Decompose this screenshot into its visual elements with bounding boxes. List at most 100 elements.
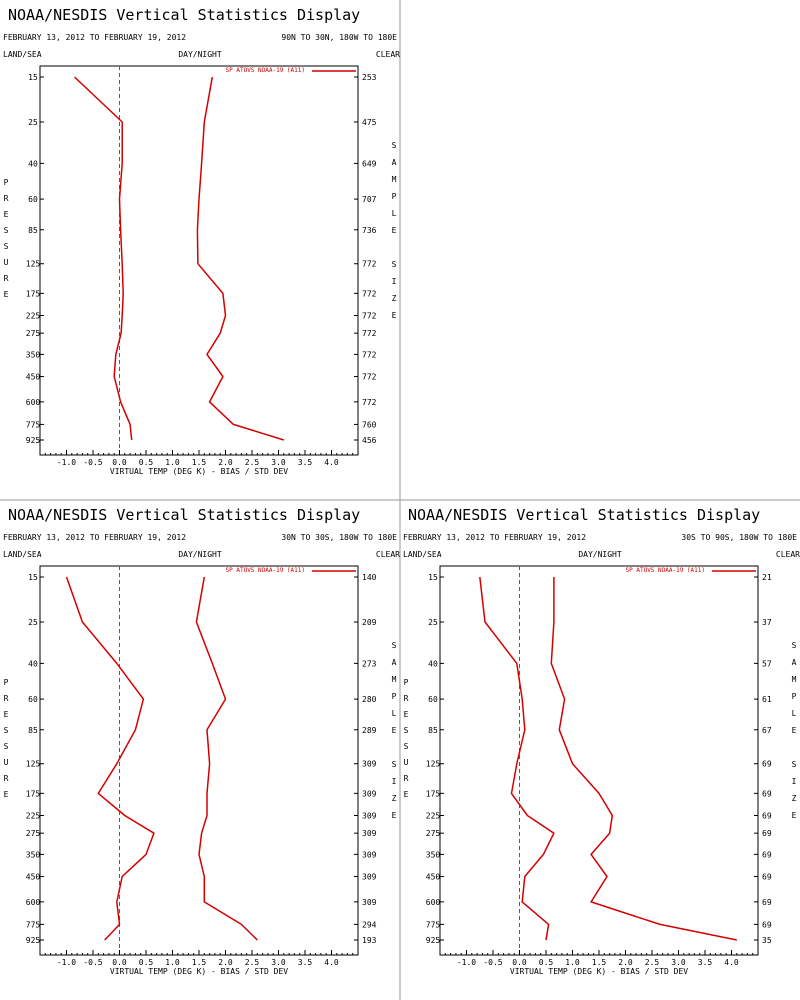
pressure-level-label: 450 [426, 873, 441, 882]
pressure-level-label: 15 [28, 73, 38, 82]
x-tick-label: -1.0 [457, 958, 476, 967]
x-tick-label: -0.5 [83, 458, 102, 467]
sample-size-label: 69 [762, 829, 772, 838]
x-tick-label: 0.5 [139, 958, 154, 967]
sample-size-label: 309 [362, 873, 377, 882]
pressure-level-label: 225 [26, 311, 41, 320]
y-axis-label-letter: R [404, 774, 409, 783]
sample-size-label: 69 [762, 789, 772, 798]
clear-label: CLEAR [376, 550, 400, 559]
pressure-level-label: 15 [28, 573, 38, 582]
y2-axis-label-letter: L [792, 709, 797, 718]
y2-axis-label-letter: S [392, 260, 397, 269]
sample-size-label: 57 [762, 659, 772, 668]
plot-frame [39, 565, 359, 956]
pressure-level-label: 175 [426, 789, 441, 798]
pressure-level-label: 40 [28, 159, 38, 168]
sample-size-label: 69 [762, 850, 772, 859]
sample-size-label: 772 [362, 311, 377, 320]
chart-panel-3: NOAA/NESDIS Vertical Statistics Display F… [403, 506, 800, 976]
date-range: FEBRUARY 13, 2012 TO FEBRUARY 19, 2012 [403, 533, 586, 542]
region-label: 30N TO 30S, 180W TO 180E [281, 533, 397, 542]
series-line-std-dev [195, 576, 258, 941]
pressure-level-label: 450 [26, 873, 41, 882]
y2-axis-label-letter: I [392, 777, 397, 786]
pressure-level-label: 175 [26, 789, 41, 798]
x-tick-label: 3.5 [298, 458, 313, 467]
sample-size-label: 69 [762, 898, 772, 907]
pressure-level-label: 60 [28, 695, 38, 704]
x-tick-label: 1.5 [192, 958, 207, 967]
x-tick-label: 3.5 [298, 958, 313, 967]
legend-label: SP ATOVS NOAA-19 (A11) [626, 567, 705, 574]
sample-size-label: 736 [362, 226, 377, 235]
sample-size-label: 309 [362, 898, 377, 907]
x-tick-label: 2.5 [245, 958, 260, 967]
chart-panel-1: NOAA/NESDIS Vertical Statistics Display F… [3, 6, 400, 476]
pressure-level-label: 175 [26, 289, 41, 298]
series-line-std-dev [550, 577, 737, 941]
y2-axis-label-letter: S [792, 641, 797, 650]
x-tick-label: 0.5 [539, 958, 554, 967]
y-axis-label-letter: U [4, 258, 9, 267]
pressure-level-label: 775 [26, 420, 41, 429]
pressure-level-label: 350 [426, 850, 441, 859]
x-tick-label: 1.0 [165, 958, 180, 967]
y-axis-label-letter: S [404, 742, 409, 751]
pressure-level-label: 275 [426, 829, 441, 838]
y-axis-label-letter: E [404, 710, 409, 719]
y-axis-label-letter: P [4, 178, 9, 187]
pressure-level-label: 925 [426, 936, 441, 945]
sample-size-label: 69 [762, 811, 772, 820]
series-line-std-dev [196, 76, 285, 441]
sample-size-label: 37 [762, 618, 772, 627]
x-tick-label: -1.0 [57, 958, 76, 967]
y-axis-label-letter: R [404, 694, 409, 703]
x-axis-label: VIRTUAL TEMP (DEG K) - BIAS / STD DEV [110, 467, 288, 476]
x-tick-label: 0.0 [112, 458, 127, 467]
sample-size-label: 61 [762, 695, 772, 704]
y-axis-label-letter: P [404, 678, 409, 687]
x-tick-label: 2.0 [618, 958, 633, 967]
pressure-level-label: 450 [26, 373, 41, 382]
x-tick-label: 3.0 [271, 958, 286, 967]
sample-size-label: 309 [362, 829, 377, 838]
pressure-level-label: 600 [26, 898, 41, 907]
pressure-level-label: 225 [426, 811, 441, 820]
sample-size-label: 294 [362, 920, 377, 929]
sample-size-label: 309 [362, 760, 377, 769]
legend-label: SP ATOVS NOAA-19 (A11) [226, 567, 305, 574]
y2-axis-label-letter: S [792, 760, 797, 769]
y2-axis-label-letter: E [792, 726, 797, 735]
y2-axis-label-letter: A [392, 158, 397, 167]
pressure-level-label: 925 [26, 436, 41, 445]
sample-size-label: 707 [362, 195, 377, 204]
y-axis-label-letter: E [4, 790, 9, 799]
x-tick-label: 4.0 [324, 458, 339, 467]
pressure-level-label: 25 [28, 118, 38, 127]
x-tick-label: 0.0 [512, 958, 527, 967]
region-label: 90N TO 30N, 180W TO 180E [281, 33, 397, 42]
x-tick-label: 3.0 [671, 958, 686, 967]
sample-size-label: 772 [362, 398, 377, 407]
y2-axis-label-letter: P [392, 692, 397, 701]
sample-size-label: 35 [762, 936, 772, 945]
sample-size-label: 69 [762, 873, 772, 882]
sample-size-label: 772 [362, 329, 377, 338]
land-sea-label: LAND/SEA [3, 50, 42, 59]
y2-axis-label-letter: S [392, 141, 397, 150]
sample-size-label: 760 [362, 420, 377, 429]
y-axis-label-letter: E [404, 790, 409, 799]
sample-size-label: 273 [362, 659, 377, 668]
x-tick-label: 2.5 [645, 958, 660, 967]
pressure-level-label: 125 [426, 760, 441, 769]
x-tick-label: 1.0 [165, 458, 180, 467]
sample-size-label: 772 [362, 289, 377, 298]
y-axis-label-letter: E [4, 210, 9, 219]
y2-axis-label-letter: I [792, 777, 797, 786]
pressure-level-label: 25 [28, 618, 38, 627]
pressure-level-label: 60 [28, 195, 38, 204]
y2-axis-label-letter: E [392, 811, 397, 820]
y-axis-label-letter: R [4, 694, 9, 703]
pressure-level-label: 15 [428, 573, 438, 582]
